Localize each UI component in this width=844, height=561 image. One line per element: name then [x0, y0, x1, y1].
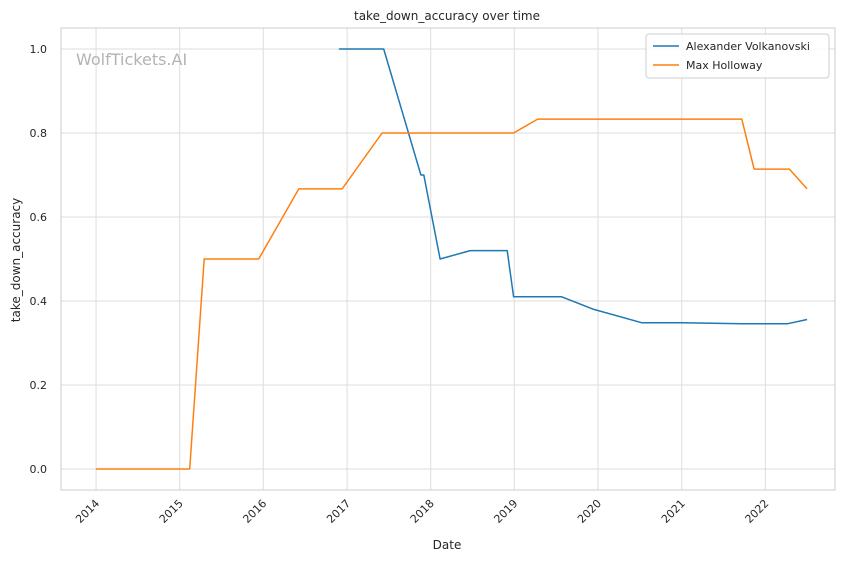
plot-frame — [60, 27, 836, 491]
y-tick-label-1.0: 1.0 — [30, 43, 48, 56]
x-axis-label: Date — [433, 538, 462, 552]
y-tick-labels: 0.0 0.2 0.4 0.6 0.8 1.0 — [30, 43, 48, 476]
chart-title: take_down_accuracy over time — [354, 9, 540, 23]
y-tick-label-0.2: 0.2 — [30, 379, 48, 392]
series-line-0 — [338, 48, 808, 325]
legend-label-volkanovski: Alexander Volkanovski — [686, 40, 810, 53]
watermark: WolfTickets.AI — [76, 50, 187, 69]
series-line-1 — [96, 118, 808, 470]
legend-label-holloway: Max Holloway — [686, 59, 763, 72]
y-tick-label-0.4: 0.4 — [30, 295, 48, 308]
y-tick-label-0.8: 0.8 — [30, 127, 48, 140]
x-gridlines — [95, 28, 766, 490]
legend-box — [645, 33, 830, 79]
y-axis-label: take_down_accuracy — [9, 198, 23, 322]
legend: Alexander Volkanovski Max Holloway — [645, 33, 830, 79]
series-layer — [96, 48, 808, 470]
y-tick-label-0.0: 0.0 — [30, 463, 48, 476]
y-tick-label-0.6: 0.6 — [30, 211, 48, 224]
